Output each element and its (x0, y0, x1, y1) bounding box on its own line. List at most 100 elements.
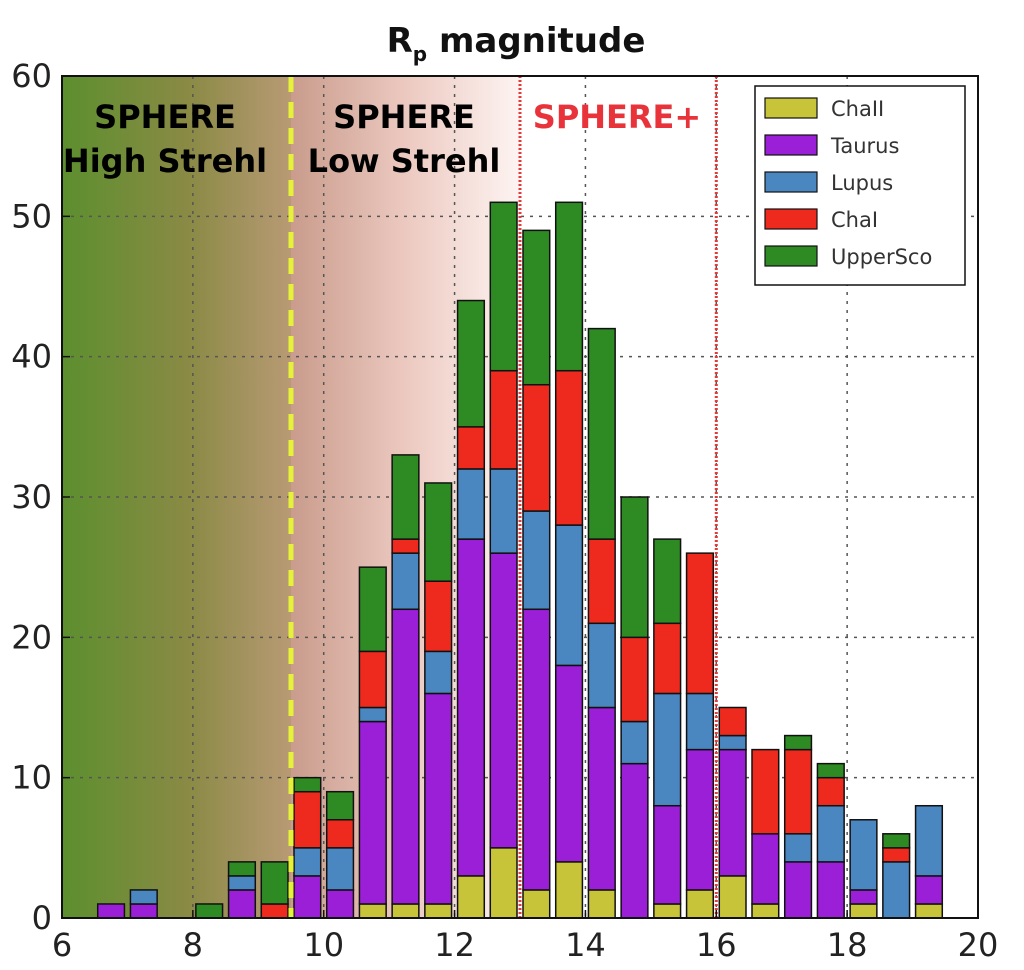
bar-chaii-10.75 (358, 903, 387, 919)
legend-label-chaii: ChaII (831, 97, 884, 121)
bar-chaii-14.25 (587, 889, 616, 919)
bar-uppersco-10.75 (358, 566, 387, 653)
bar-taurus-16.25 (718, 748, 747, 877)
bar-taurus-13.75 (554, 664, 584, 863)
bar-uppersco-11.25 (391, 454, 420, 540)
x-tick-label-12: 12 (434, 926, 475, 964)
bar-uppersco-18.75 (882, 833, 911, 849)
bar-taurus-15.25 (653, 804, 682, 905)
bar-taurus-10.75 (358, 720, 387, 905)
y-tick-label-10: 10 (11, 759, 52, 797)
bar-lupus-17.75 (816, 804, 845, 863)
bar-chai-15.75 (685, 552, 715, 695)
legend-swatch-lupus (764, 171, 818, 193)
bar-chai-14.75 (620, 636, 649, 723)
bar-chai-16.25 (718, 706, 747, 737)
bar-uppersco-17.75 (816, 762, 845, 779)
region-label-1-line1: SPHERE (94, 98, 236, 136)
bar-lupus-8.75 (227, 875, 257, 891)
bar-taurus-14.75 (620, 762, 649, 919)
bar-chai-11.25 (391, 538, 420, 554)
bar-lupus-18.25 (849, 819, 878, 891)
bar-uppersco-12.75 (489, 201, 518, 372)
y-tick-label-40: 40 (11, 338, 52, 376)
bar-lupus-13.25 (522, 510, 551, 611)
bar-chai-12.75 (489, 369, 518, 470)
bar-taurus-17.25 (783, 861, 813, 919)
bar-uppersco-10.25 (325, 790, 355, 821)
bar-chai-15.25 (653, 622, 682, 695)
bar-taurus-19.25 (914, 875, 944, 905)
legend-label-taurus: Taurus (830, 134, 899, 158)
bar-lupus-10.25 (325, 847, 355, 891)
bar-chaii-12.25 (456, 875, 486, 919)
bar-taurus-17.75 (816, 861, 845, 919)
bar-chai-11.75 (424, 580, 453, 653)
bar-chaii-16.75 (751, 903, 780, 919)
bar-chai-14.25 (587, 538, 616, 625)
region-label-3-line1: SPHERE+ (533, 98, 701, 136)
x-tick-label-14: 14 (565, 926, 606, 964)
bar-taurus-18.25 (849, 889, 878, 905)
legend-swatch-uppersco (764, 245, 818, 267)
legend-label-chai: ChaI (831, 208, 878, 232)
x-tick-label-10: 10 (303, 926, 344, 964)
y-tick-label-50: 50 (11, 197, 52, 235)
bar-taurus-7.25 (129, 903, 158, 919)
legend-swatch-chaii (764, 97, 818, 119)
legend-label-uppersco: UpperSco (831, 245, 932, 269)
bar-chaii-12.75 (489, 847, 518, 919)
bar-uppersco-13.75 (554, 201, 584, 372)
bar-chaii-18.25 (849, 903, 878, 919)
bar-uppersco-14.75 (620, 496, 649, 639)
bar-uppersco-8.75 (227, 861, 257, 877)
bar-uppersco-15.25 (653, 538, 682, 625)
bar-taurus-14.25 (587, 706, 616, 891)
bar-taurus-8.75 (227, 889, 257, 919)
bar-uppersco-12.25 (456, 299, 486, 428)
bar-taurus-11.25 (391, 608, 420, 905)
bar-lupus-18.75 (882, 861, 911, 919)
bar-lupus-9.75 (293, 847, 322, 877)
legend-label-lupus: Lupus (831, 171, 893, 195)
bar-lupus-12.75 (489, 468, 518, 554)
x-tick-label-8: 8 (183, 926, 203, 964)
bar-lupus-7.25 (129, 889, 158, 905)
bar-uppersco-11.75 (424, 482, 453, 582)
bar-taurus-6.75 (96, 903, 126, 919)
bar-uppersco-8.25 (195, 903, 224, 919)
bar-taurus-16.75 (751, 833, 780, 905)
bar-lupus-14.25 (587, 622, 616, 709)
bar-taurus-15.75 (685, 748, 715, 891)
bar-chaii-13.25 (522, 889, 551, 919)
y-tick-label-60: 60 (11, 57, 52, 95)
bar-lupus-12.25 (456, 468, 486, 540)
bar-chaii-15.75 (685, 889, 715, 919)
y-tick-label-0: 0 (32, 899, 52, 937)
bar-uppersco-9.75 (293, 776, 322, 793)
region-label-2-line1: SPHERE (333, 98, 475, 136)
x-tick-label-18: 18 (827, 926, 868, 964)
bar-chai-17.75 (816, 776, 845, 807)
bar-chai-17.25 (783, 748, 813, 835)
bar-lupus-16.25 (718, 734, 747, 751)
bar-lupus-19.25 (914, 804, 944, 877)
bar-lupus-11.75 (424, 650, 453, 695)
y-tick-label-20: 20 (11, 618, 52, 656)
bar-chaii-11.25 (391, 903, 420, 919)
bar-chai-9.75 (293, 790, 322, 849)
x-tick-label-6: 6 (52, 926, 72, 964)
legend-swatch-taurus (764, 134, 818, 156)
bar-chai-10.25 (325, 819, 355, 849)
bar-uppersco-9.25 (260, 861, 289, 905)
bar-chai-9.25 (260, 903, 289, 919)
y-tick-label-30: 30 (11, 478, 52, 516)
bar-uppersco-13.25 (522, 229, 551, 386)
bar-lupus-14.75 (620, 720, 649, 765)
region-label-2-line2: Low Strehl (308, 142, 501, 180)
bar-chaii-19.25 (914, 903, 944, 919)
bar-chai-10.75 (358, 650, 387, 709)
bar-taurus-12.25 (456, 538, 486, 877)
bar-chai-16.75 (751, 748, 780, 835)
